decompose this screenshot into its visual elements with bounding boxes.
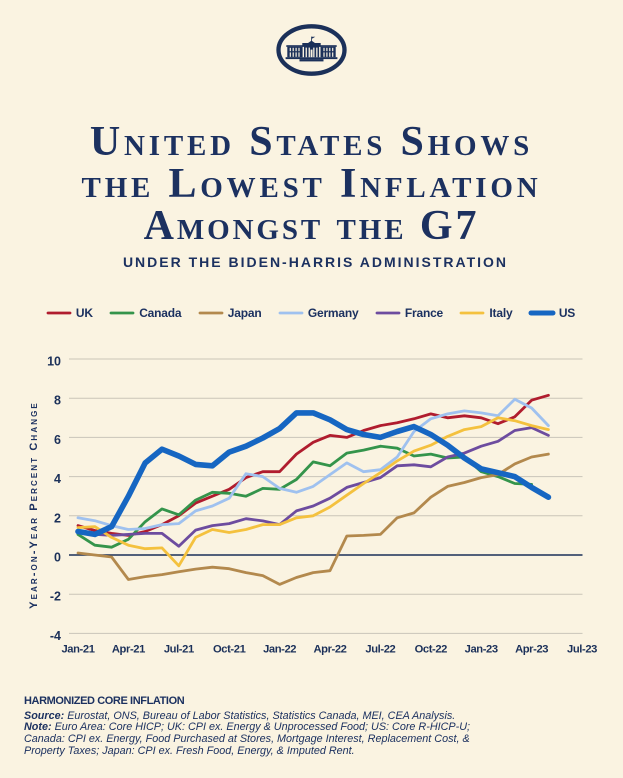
- svg-text:Jan-23: Jan-23: [465, 644, 498, 656]
- svg-text:Jul-22: Jul-22: [365, 644, 395, 656]
- svg-text:Apr-22: Apr-22: [313, 644, 346, 656]
- svg-text:-2: -2: [50, 590, 61, 604]
- svg-text:Oct-22: Oct-22: [415, 644, 448, 656]
- svg-text:4: 4: [54, 472, 61, 486]
- svg-text:Jan-22: Jan-22: [263, 644, 296, 656]
- svg-text:2: 2: [54, 511, 61, 525]
- svg-text:Apr-21: Apr-21: [112, 644, 145, 656]
- svg-text:6: 6: [54, 433, 61, 447]
- svg-text:Jan-21: Jan-21: [61, 644, 94, 656]
- svg-text:0: 0: [54, 551, 61, 565]
- svg-text:-4: -4: [50, 629, 61, 643]
- svg-text:Jul-21: Jul-21: [164, 644, 194, 656]
- svg-text:Apr-23: Apr-23: [515, 644, 548, 656]
- svg-text:10: 10: [47, 355, 61, 369]
- svg-text:Jul-23: Jul-23: [567, 644, 597, 656]
- svg-text:8: 8: [54, 394, 61, 408]
- svg-text:Oct-21: Oct-21: [213, 644, 246, 656]
